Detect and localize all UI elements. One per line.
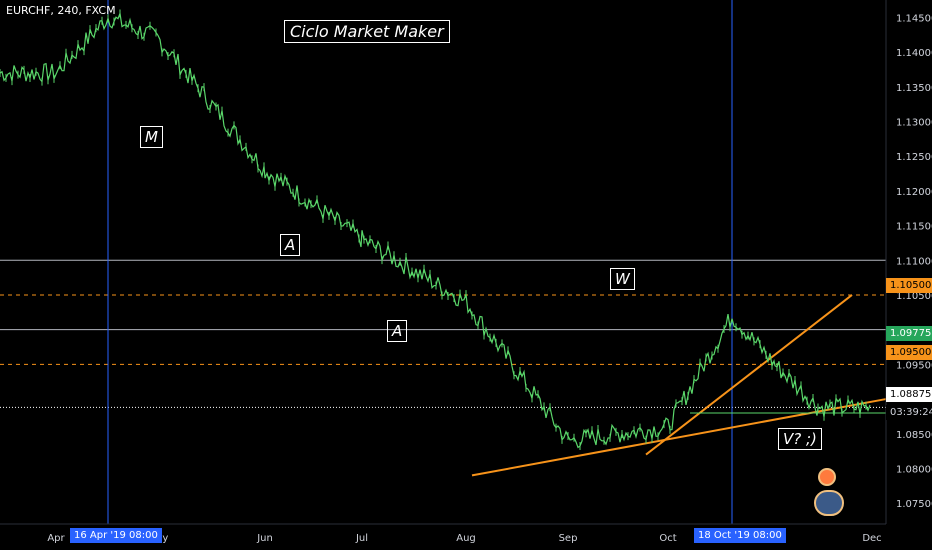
badge-resistance: 1.10500 [886,278,932,293]
trendline-support [471,398,887,477]
y-tick-label: 1.09500 [896,360,932,371]
chart-title-annotation[interactable]: Ciclo Market Maker [284,20,450,43]
x-tick-label: Dec [862,533,881,544]
wave-label-a2[interactable]: A [387,320,408,342]
events-icon[interactable] [814,490,844,516]
wave-label-w[interactable]: W [610,268,635,290]
wave-label-m[interactable]: M [140,126,163,148]
horizontal-levels [0,259,886,408]
y-tick-label: 1.11500 [896,222,932,233]
y-tick-label: 1.08000 [896,464,932,475]
x-tick-label: Jul [355,533,368,544]
y-tick-label: 1.08500 [896,430,932,441]
y-tick-label: 1.11000 [896,256,932,267]
y-tick-label: 1.13000 [896,117,932,128]
y-tick-label: 1.07500 [896,499,932,510]
flag-icon[interactable] [818,468,836,486]
y-tick-label: 1.12500 [896,152,932,163]
badge-support: 1.09500 [886,345,932,360]
x-tick-label: Apr [47,533,65,544]
symbol-label: EURCHF, 240, FXCM [6,4,116,17]
badge-current-price: 1.09775 [886,326,932,341]
y-tick-label: 1.10500 [896,291,932,302]
date-badge-left: 16 Apr '19 08:00 [70,528,162,543]
trendline-rising [645,294,853,456]
x-tick-label: Oct [659,533,676,544]
vertical-markers [107,0,733,524]
y-axis-ticks: 1.14500 1.14000 1.13500 1.13000 1.12500 1.120… [896,13,932,510]
y-tick-label: 1.12000 [896,187,932,198]
badge-countdown: 03:39:24 [886,405,932,420]
x-tick-label: Jun [256,533,273,544]
x-tick-label: Aug [456,533,476,544]
x-tick-label: Sep [559,533,578,544]
y-tick-label: 1.13500 [896,83,932,94]
y-tick-label: 1.14500 [896,13,932,24]
date-badge-right: 18 Oct '19 08:00 [694,528,786,543]
wave-label-a1[interactable]: A [280,234,301,256]
wave-label-v[interactable]: V? ;) [778,428,822,450]
price-series [0,9,871,451]
y-tick-label: 1.14000 [896,48,932,59]
trendlines[interactable] [471,294,887,477]
badge-last-price: 1.08875 [886,387,932,402]
price-path [0,11,871,449]
